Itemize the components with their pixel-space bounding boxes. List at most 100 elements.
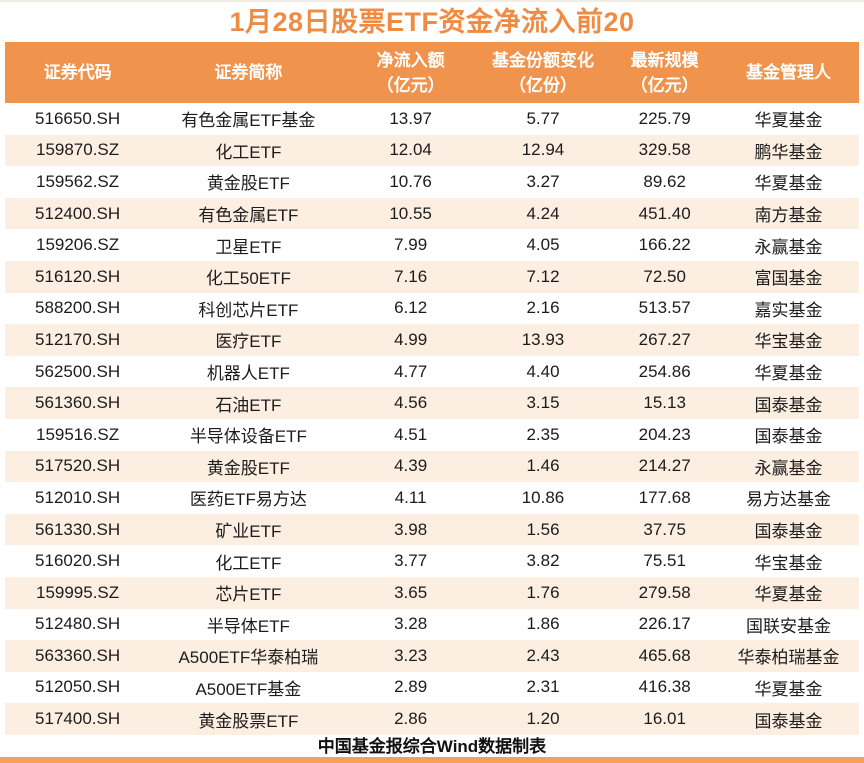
cell-code: 561360.SH	[35, 393, 121, 413]
cell-name: 医药ETF易方达	[189, 490, 307, 510]
cell-manager: 南方基金	[754, 206, 823, 226]
cell-share-change: 3.15	[526, 393, 560, 413]
cell-code: 159995.SZ	[35, 582, 120, 602]
cell-inflow: 3.65	[394, 582, 428, 602]
cell-name: 石油ETF	[215, 395, 282, 415]
cell-inflow: 2.86	[394, 709, 428, 729]
col-header-inflow: 净流入额 （亿元）	[346, 42, 475, 103]
col-header-label: 基金管理人	[746, 63, 832, 82]
cell-inflow: 4.99	[394, 329, 428, 349]
cell-name: 化工ETF	[215, 142, 282, 162]
cell-share-change: 1.46	[526, 456, 560, 476]
cell-name: 科创芯片ETF	[198, 300, 299, 320]
cell-share-change: 13.93	[521, 329, 565, 349]
cell-share-change: 4.40	[526, 361, 560, 381]
table-row: 159995.SZ 芯片ETF 3.65 1.76 279.58 华夏基金	[5, 576, 859, 609]
cell-inflow: 2.89	[394, 677, 428, 697]
col-header-share-change: 基金份额变化 （亿份）	[474, 42, 612, 103]
cell-share-change: 4.24	[526, 203, 560, 223]
cell-name: 卫星ETF	[215, 237, 282, 257]
cell-share-change: 3.27	[526, 171, 560, 191]
cell-manager: 华宝基金	[754, 332, 823, 352]
table-row: 516120.SH 化工50ETF 7.16 7.12 72.50 富国基金	[5, 260, 859, 293]
cell-manager: 华泰柏瑞基金	[737, 648, 840, 668]
cell-name: 芯片ETF	[215, 585, 282, 605]
cell-code: 516120.SH	[35, 266, 121, 286]
cell-inflow: 13.97	[389, 108, 432, 128]
source-note: 中国基金报综合Wind数据制表	[317, 736, 547, 756]
col-header-scale: 最新规模 （亿元）	[611, 42, 719, 103]
cell-manager: 华宝基金	[754, 553, 823, 573]
page-title: 1月28日股票ETF资金净流入前20	[229, 7, 635, 37]
cell-manager: 国联安基金	[746, 616, 832, 636]
cell-scale: 513.57	[638, 298, 691, 318]
col-header-label: 基金份额变化	[491, 50, 594, 70]
cell-scale: 75.51	[643, 551, 686, 571]
col-header-manager: 基金管理人	[718, 42, 859, 103]
cell-scale: 416.38	[638, 677, 691, 697]
cell-inflow: 6.12	[394, 298, 428, 318]
table-row: 588200.SH 科创芯片ETF 6.12 2.16 513.57 嘉实基金	[5, 293, 859, 325]
cell-scale: 214.27	[638, 456, 691, 476]
cell-code: 512170.SH	[35, 329, 121, 349]
table-row: 516650.SH 有色金属ETF基金 13.97 5.77 225.79 华夏基金	[5, 103, 859, 135]
cell-inflow: 3.23	[394, 645, 428, 665]
cell-manager: 华夏基金	[754, 174, 823, 194]
table-row: 512480.SH 半导体ETF 3.28 1.86 226.17 国联安基金	[5, 609, 859, 641]
cell-name: 有色金属ETF基金	[181, 111, 316, 131]
cell-share-change: 1.86	[526, 614, 560, 634]
cell-inflow: 7.99	[394, 235, 428, 255]
cell-name: 机器人ETF	[206, 364, 290, 384]
cell-manager: 永赢基金	[754, 237, 823, 257]
table-row: 561360.SH 石油ETF 4.56 3.15 15.13 国泰基金	[5, 387, 859, 419]
col-header-unit: （亿元）	[376, 75, 445, 95]
cell-share-change: 1.56	[526, 519, 560, 539]
cell-code: 512010.SH	[35, 487, 121, 507]
etf-table: 证券代码 证券简称 净流入额 （亿元） 基金份额变化 （亿份） 最新规模	[5, 42, 859, 735]
table-header: 证券代码 证券简称 净流入额 （亿元） 基金份额变化 （亿份） 最新规模	[5, 42, 859, 103]
bottom-accent-bar	[0, 757, 864, 763]
cell-share-change: 7.12	[526, 266, 560, 286]
cell-code: 516020.SH	[35, 551, 121, 571]
cell-scale: 279.58	[638, 582, 691, 602]
cell-inflow: 3.77	[394, 551, 428, 571]
table-row: 561330.SH 矿业ETF 3.98 1.56 37.75 国泰基金	[5, 513, 859, 546]
table-row: 517400.SH 黄金股票ETF 2.86 1.20 16.01 国泰基金	[5, 703, 859, 735]
cell-manager: 国泰基金	[754, 395, 823, 415]
cell-share-change: 4.05	[526, 235, 560, 255]
cell-code: 516650.SH	[35, 108, 121, 128]
cell-scale: 225.79	[638, 108, 691, 128]
cell-code: 159562.SZ	[35, 171, 120, 191]
table-row: 517520.SH 黄金股ETF 4.39 1.46 214.27 永赢基金	[5, 450, 859, 483]
cell-manager: 嘉实基金	[754, 300, 823, 320]
cell-inflow: 4.56	[394, 393, 428, 413]
cell-scale: 89.62	[643, 171, 686, 191]
col-header-name: 证券简称	[150, 42, 347, 103]
cell-scale: 465.68	[638, 645, 691, 665]
cell-share-change: 2.16	[526, 298, 560, 318]
col-header-label: 净流入额	[376, 50, 445, 70]
cell-share-change: 5.77	[526, 108, 560, 128]
table-row: 512010.SH 医药ETF易方达 4.11 10.86 177.68 易方达基金	[5, 482, 859, 514]
cell-scale: 451.40	[638, 203, 691, 223]
cell-inflow: 12.04	[389, 140, 432, 160]
cell-code: 159516.SZ	[35, 424, 120, 444]
cell-scale: 177.68	[638, 487, 691, 507]
cell-name: 半导体ETF	[206, 616, 290, 636]
col-header-label: 证券代码	[43, 63, 112, 82]
cell-manager: 鹏华基金	[754, 142, 823, 162]
cell-manager: 易方达基金	[746, 490, 832, 510]
cell-name: 化工ETF	[215, 553, 282, 573]
cell-code: 517400.SH	[35, 709, 121, 729]
cell-share-change: 2.31	[526, 677, 560, 697]
cell-code: 517520.SH	[35, 456, 121, 476]
table-row: 159562.SZ 黄金股ETF 10.76 3.27 89.62 华夏基金	[5, 166, 859, 198]
header-row: 证券代码 证券简称 净流入额 （亿元） 基金份额变化 （亿份） 最新规模	[5, 42, 859, 103]
table-row: 159870.SZ 化工ETF 12.04 12.94 329.58 鹏华基金	[5, 134, 859, 167]
cell-manager: 永赢基金	[754, 458, 823, 478]
cell-scale: 329.58	[638, 140, 691, 160]
cell-code: 563360.SH	[35, 645, 121, 665]
cell-scale: 37.75	[643, 519, 686, 539]
cell-scale: 226.17	[638, 614, 691, 634]
